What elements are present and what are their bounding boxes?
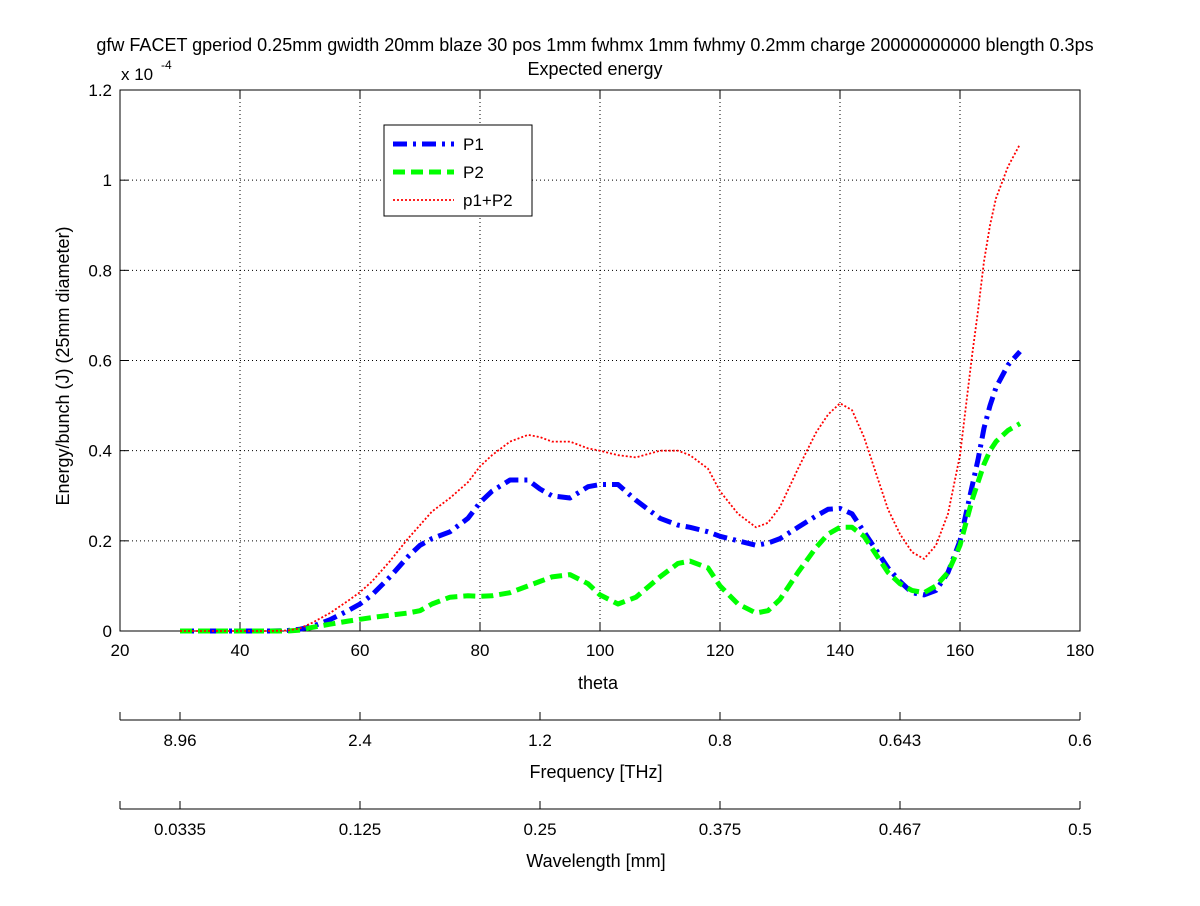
- y-tick-label: 0.4: [88, 442, 112, 461]
- y-tick-label: 0: [103, 622, 112, 641]
- x-tick-label: 20: [111, 641, 130, 660]
- y-tick-label: 1.2: [88, 81, 112, 100]
- legend-label: p1+P2: [463, 191, 513, 210]
- legend-box: [383, 124, 533, 217]
- y-tick-label: 0.2: [88, 532, 112, 551]
- series-line-p2: [180, 421, 1022, 634]
- x-tick-label: 40: [231, 641, 250, 660]
- grid-layer: [120, 90, 1080, 631]
- x-tick-label: 80: [471, 641, 490, 660]
- x-axis-label: theta: [578, 673, 619, 693]
- secondary-tick-label: 0.0335: [154, 820, 206, 839]
- secondary-tick-label: 0.375: [699, 820, 742, 839]
- legend: P1 P2 p1+P2: [383, 124, 533, 217]
- legend-label: P2: [463, 163, 484, 182]
- secondary-tick-label: 0.6: [1068, 731, 1092, 750]
- wavelength-axis-label: Wavelength [mm]: [526, 851, 665, 871]
- frequency-axis-label: Frequency [THz]: [529, 762, 662, 782]
- x-tick-label: 100: [586, 641, 614, 660]
- x-tick-label: 160: [946, 641, 974, 660]
- series-line-p1-p2: [180, 143, 1021, 632]
- y-tick-label: 1: [103, 171, 112, 190]
- chart-subtitle: Expected energy: [527, 59, 662, 79]
- secondary-tick-label: 1.2: [528, 731, 552, 750]
- secondary-tick-label: 0.125: [339, 820, 382, 839]
- secondary-tick-label: 2.4: [348, 731, 372, 750]
- x-tick-label: 60: [351, 641, 370, 660]
- y-exponent-value: -4: [161, 58, 172, 72]
- secondary-axis-frequency: 8.96 2.4 1.2 0.8 0.643 0.6: [119, 712, 1092, 750]
- y-tick-label: 0.8: [88, 261, 112, 280]
- secondary-axis-wavelength: 0.0335 0.125 0.25 0.375 0.467 0.5: [119, 801, 1092, 839]
- secondary-tick-label: 0.8: [708, 731, 732, 750]
- chart-title: gfw FACET gperiod 0.25mm gwidth 20mm bla…: [96, 35, 1093, 55]
- secondary-tick-label: 8.96: [163, 731, 196, 750]
- y-axis-label: Energy/bunch (J) (25mm diameter): [53, 226, 73, 505]
- x-tick-label: 180: [1066, 641, 1094, 660]
- x-tick-label: 140: [826, 641, 854, 660]
- secondary-tick-label: 0.25: [523, 820, 556, 839]
- secondary-tick-label: 0.643: [879, 731, 922, 750]
- secondary-tick-label: 0.5: [1068, 820, 1092, 839]
- series-line-p1: [180, 349, 1022, 634]
- x-tick-label: 120: [706, 641, 734, 660]
- legend-label: P1: [463, 135, 484, 154]
- y-tick-label: 0.6: [88, 352, 112, 371]
- series-layer: [180, 143, 1022, 634]
- ticks-layer: 20 40 60 80 100 120 140 160 180 0 0.2 0.4 0.6 0.8 1 1.2: [88, 81, 1094, 660]
- y-exponent-label: x 10: [121, 65, 153, 84]
- secondary-tick-label: 0.467: [879, 820, 922, 839]
